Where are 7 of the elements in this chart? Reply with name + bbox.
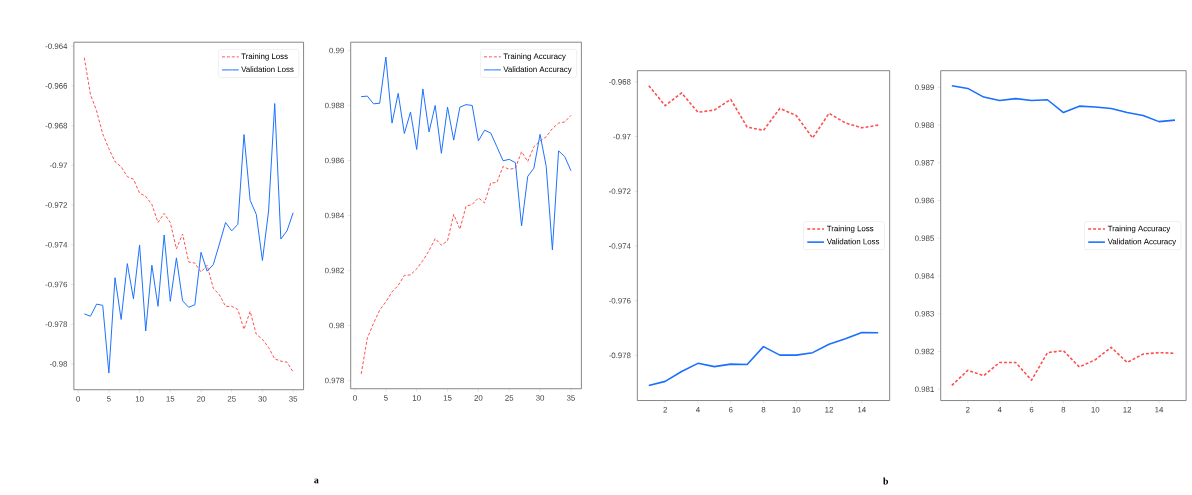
- line-series: [648, 85, 879, 139]
- line-series: [951, 346, 1176, 387]
- line-series: [360, 114, 572, 375]
- text: b: [883, 477, 889, 485]
- text: a: [314, 478, 319, 484]
- line-series: [648, 331, 879, 387]
- line-series: [951, 85, 1176, 123]
